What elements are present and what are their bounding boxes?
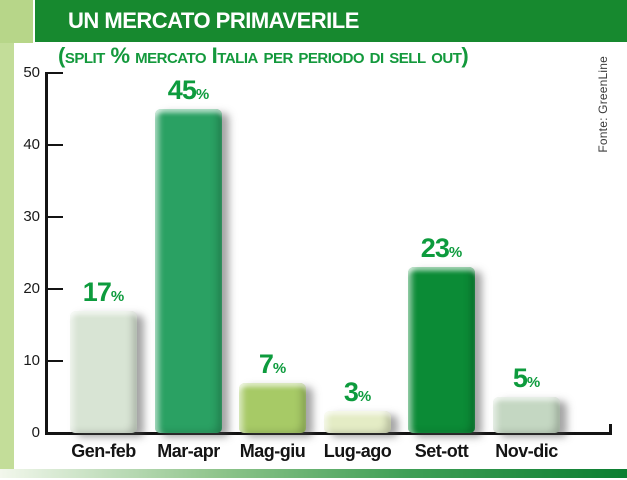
y-axis-tick-label: 0 — [31, 424, 40, 441]
y-axis-tick-label: 20 — [23, 280, 40, 297]
category-label: Lug-ago — [323, 441, 392, 461]
bar-lug-ago — [324, 411, 391, 433]
chart-subtitle: (split % mercato Italia per periodo di s… — [58, 43, 469, 68]
category-label: Gen-feb — [71, 441, 136, 461]
value-unit: % — [272, 360, 287, 377]
bar-mar-apr — [155, 109, 222, 433]
y-axis-tick — [48, 144, 63, 146]
bar-value-label: 45% — [144, 77, 234, 108]
value-unit: % — [448, 244, 463, 261]
y-axis-tick — [48, 360, 63, 362]
bottom-gradient-strip — [0, 469, 627, 478]
page-title: UN MERCATO PRIMAVERILE — [68, 8, 359, 33]
bar-value-label: 7% — [228, 351, 318, 382]
bar-set-ott — [408, 267, 475, 433]
category-label: Mag-giu — [239, 441, 306, 461]
value-number: 45 — [167, 75, 197, 105]
value-number: 3 — [343, 377, 359, 407]
y-axis-tick-label: 50 — [23, 64, 40, 81]
value-number: 7 — [258, 349, 274, 379]
x-axis-end-tick — [609, 424, 612, 433]
bar-gen-feb — [70, 311, 137, 433]
category-label: Mar-apr — [157, 441, 220, 461]
bar-nov-dic — [493, 397, 560, 433]
value-unit: % — [357, 388, 372, 405]
category-label: Nov-dic — [495, 441, 558, 461]
bar-mag-giu — [239, 383, 306, 433]
y-axis-line — [45, 72, 48, 435]
left-accent-strip — [0, 43, 14, 469]
y-axis-tick — [48, 288, 63, 290]
y-axis-tick-label: 40 — [23, 136, 40, 153]
y-axis-tick-label: 30 — [23, 208, 40, 225]
y-axis-tick — [48, 72, 63, 74]
category-label: Set-ott — [414, 441, 469, 461]
y-axis-tick-label: 10 — [23, 352, 40, 369]
accent-square — [0, 0, 33, 43]
x-axis-line — [45, 432, 612, 435]
y-axis-tick — [48, 216, 63, 218]
value-number: 5 — [512, 363, 528, 393]
bar-value-label: 23% — [397, 235, 487, 266]
y-axis-tick — [48, 432, 63, 434]
value-unit: % — [195, 86, 210, 103]
bar-value-label: 3% — [313, 379, 403, 410]
bar-value-label: 17% — [59, 279, 149, 310]
value-unit: % — [526, 374, 541, 391]
bar-value-label: 5% — [482, 365, 572, 396]
value-number: 23 — [420, 233, 450, 263]
title-bar: UN MERCATO PRIMAVERILE — [35, 0, 627, 42]
value-number: 17 — [82, 277, 112, 307]
value-unit: % — [110, 288, 125, 305]
